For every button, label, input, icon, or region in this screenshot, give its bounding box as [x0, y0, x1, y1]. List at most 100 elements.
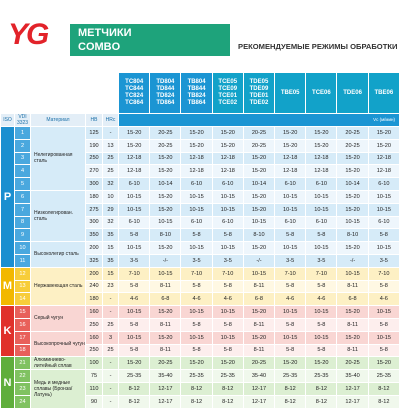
- data-row: 6 Низколегирован. сталь 180 10 10-15 15-20 10-…: [1, 189, 400, 243]
- speed-value: 15-20: [336, 164, 369, 179]
- tool-name: TB804: [187, 79, 206, 85]
- speed-value: 8-12: [211, 382, 244, 396]
- speed-value: 3-5: [305, 253, 338, 268]
- hb: 300: [85, 177, 103, 191]
- speed-value: 15-20: [149, 241, 182, 255]
- hrc: -: [101, 382, 120, 396]
- speed-value: 5-8: [211, 317, 244, 332]
- data-row: 13 240 23 5-8 8-11 5-8 5-8 8-11 5-8 5-8 8-11 5-8: [1, 279, 400, 294]
- speed-value: 6-10: [367, 177, 400, 191]
- speed-value: 6-10: [274, 177, 307, 191]
- speed-value: 4-6: [211, 292, 244, 307]
- speed-value: 8-11: [149, 317, 182, 332]
- data-row: 18 250 25 5-8 8-11 5-8 5-8 8-11 5-8 5-8 8-11 5-8: [1, 343, 400, 358]
- iso-group: K: [0, 305, 15, 358]
- tool-name: TBE05: [280, 89, 300, 96]
- speed-value: 15-20: [211, 138, 244, 153]
- speed-value: 15-20: [118, 126, 151, 140]
- data-row: 10 Высоколегир сталь 200 15 10-15 15-20 10-15 1…: [1, 241, 400, 268]
- tool-name: TBE06: [374, 89, 394, 96]
- speed-value: 15-20: [149, 330, 182, 345]
- speed-value: 15-20: [211, 126, 244, 140]
- iso-group: N: [0, 356, 15, 409]
- speed-value: 10-15: [367, 330, 400, 345]
- banner-line: COMBO: [78, 41, 121, 53]
- speed-value: 10-15: [118, 305, 151, 319]
- speed-value: 12-18: [274, 164, 307, 179]
- speed-value: 12-17: [336, 382, 369, 396]
- speed-value: 35-40: [242, 369, 276, 384]
- speed-value: 5-8: [305, 317, 338, 332]
- vdi: 16: [14, 317, 31, 332]
- speed-value: 10-15: [305, 241, 338, 255]
- speed-value: 10-15: [336, 266, 369, 281]
- speed-value: 5-8: [274, 279, 307, 294]
- speed-value: 10-15: [336, 215, 369, 230]
- tool-header: TCE05 TCE09 TCE01 TCE02: [211, 72, 244, 114]
- speed-value: 8-12: [118, 382, 151, 396]
- speed-value: 15-20: [242, 151, 276, 166]
- hrc: 25: [101, 317, 120, 332]
- tool-name: TCE05: [218, 79, 238, 85]
- speed-value: 5-8: [211, 228, 244, 243]
- hb: 250: [85, 151, 103, 166]
- speed-value: 5-8: [367, 279, 400, 294]
- speed-value: 10-15: [118, 202, 151, 217]
- vdi: 18: [14, 343, 31, 358]
- speed-value: 15-20: [149, 189, 182, 204]
- speed-value: 6-10: [367, 215, 400, 230]
- tool-name: TD844: [156, 86, 175, 92]
- hrc: -: [101, 356, 120, 371]
- tool-name: TB824: [187, 93, 206, 99]
- speed-value: 4-6: [274, 292, 307, 307]
- speed-value: 7-10: [211, 266, 244, 281]
- speed-value: 35-40: [149, 369, 182, 384]
- speed-value: 8-11: [149, 279, 182, 294]
- header-row: TC804 TC844 TC824 TC864 TD804 TD844 TD824 TD864…: [0, 72, 400, 114]
- tool-name: TC844: [125, 86, 144, 92]
- data-row: 7 275 29 10-15 15-20 10-15 10-15 15-20 10-15 10-1…: [1, 202, 400, 217]
- speed-value: 10-15: [274, 330, 307, 345]
- speed-value: 15-20: [180, 138, 213, 153]
- speed-value: 5-8: [274, 228, 307, 243]
- tool-header: TDE05 TDE09 TDE01 TDE02: [242, 72, 276, 114]
- speed-value: 15-20: [336, 202, 369, 217]
- speed-value: 20-25: [242, 126, 276, 140]
- speed-value: 5-8: [305, 228, 338, 243]
- material: Высокопрочный чугун: [30, 330, 86, 358]
- speed-value: 10-15: [274, 241, 307, 255]
- data-row: 16 250 25 5-8 8-11 5-8 5-8 8-11 5-8 5-8 8-11 5-8: [1, 317, 400, 332]
- speed-value: 15-20: [336, 241, 369, 255]
- hb: 240: [85, 279, 103, 294]
- speed-value: 5-8: [211, 279, 244, 294]
- hb: 180: [85, 189, 103, 204]
- tool-name: TD864: [156, 100, 175, 106]
- material: Алюминиево-литейный сплав: [30, 356, 86, 371]
- material: Нержавеющая сталь: [30, 266, 86, 307]
- speed-value: 12-18: [367, 164, 400, 179]
- speed-value: 12-18: [211, 164, 244, 179]
- data-row: K 15 Серый чугун 160-10-15 15-20 10-15 10-15 15…: [0, 305, 400, 358]
- speed-value: 6-10: [305, 215, 338, 230]
- hrc: 35: [101, 253, 120, 268]
- speed-value: 15-20: [367, 126, 400, 140]
- speed-value: 5-8: [274, 317, 307, 332]
- speed-value: 10-15: [211, 305, 244, 319]
- tool-name: TB864: [187, 100, 206, 106]
- speed-value: 12-17: [149, 382, 182, 396]
- tool-name: TC824: [125, 93, 144, 99]
- speed-value: 6-8: [336, 292, 369, 307]
- speed-value: 10-15: [180, 330, 213, 345]
- data-row: N 21 Алюминиево-литейный сплав 100-15-20 20-…: [0, 356, 400, 409]
- tool-name: TB844: [187, 86, 206, 92]
- speed-value: 8-12: [305, 394, 338, 409]
- hb: 190: [85, 138, 103, 153]
- hb: 250: [85, 317, 103, 332]
- tool-header: TC804 TC844 TC824 TC864: [118, 72, 151, 114]
- speed-value: 5-8: [274, 343, 307, 358]
- speed-value: 10-15: [149, 266, 182, 281]
- hrc: 25: [101, 343, 120, 358]
- hb: 350: [85, 228, 103, 243]
- speed-value: 15-20: [242, 241, 276, 255]
- data-row: P 1 Нелегированная сталь 125-15-20 20-25 15-2…: [0, 126, 400, 268]
